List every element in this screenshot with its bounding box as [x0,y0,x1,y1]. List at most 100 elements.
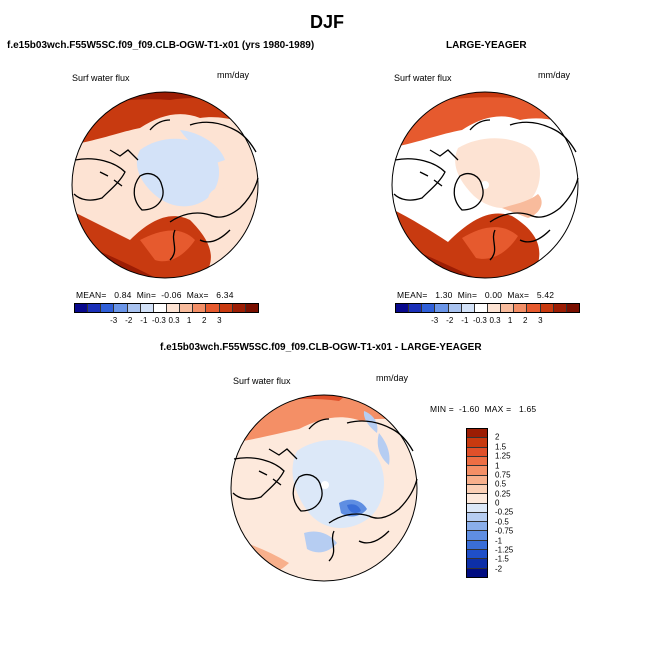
model-greenland-coast [133,172,164,211]
colorbar-swatch [474,304,488,312]
colorbar-tick-label: -0.75 [495,526,514,536]
colorbar-swatch [467,503,487,513]
colorbar-tick-label: -3 [110,316,118,325]
colorbar-tick-label: 2 [523,316,528,325]
obs-field-label: Surf water flux [394,73,452,83]
colorbar-swatch [540,304,554,312]
season-title: DJF [309,12,344,32]
colorbar-tick-label: 3 [538,316,543,325]
colorbar-swatch [467,438,487,448]
colorbar-swatch [467,475,487,485]
model-units-label: mm/day [217,70,250,80]
colorbar-tick-label: -0.5 [495,517,509,527]
obs-eurasia-coast [489,177,579,223]
colorbar-tick-label: -0.3 [152,316,166,325]
colorbar-swatch [448,304,462,312]
colorbar-tick-label: -3 [431,316,439,325]
colorbar-swatch [467,540,487,551]
colorbar-tick-label: 1 [495,461,500,470]
colorbar-tick-label: 1 [186,316,192,325]
colorbar-tick-label: 1 [507,316,513,325]
colorbar-swatch [553,304,567,312]
colorbar-tick-label: 0.25 [495,489,511,499]
colorbar-tick-label: 1.25 [495,451,511,461]
colorbar-swatch [527,304,541,312]
obs-arctic-ocean [455,138,540,209]
colorbar-swatch [467,568,487,577]
colorbar-tick-label: 0.3 [489,316,501,325]
colorbar-swatch [245,304,258,312]
colorbar-tick-label: -1 [140,316,148,325]
colorbar-tick-label: -1 [495,536,503,545]
colorbar-swatch [514,304,528,312]
colorbar-swatch [467,456,487,467]
colorbar-tick-label: -2 [125,316,133,325]
colorbar-tick-label: 2 [202,316,207,325]
obs-canada-coast [393,158,446,201]
diff-canada-coast [232,457,285,500]
obs-title: LARGE-YEAGER [446,40,527,51]
colorbar-swatch [409,304,423,312]
colorbar-swatch [467,447,487,457]
obs-map-border [391,91,579,279]
colorbar-swatch [467,429,487,439]
diff-title: f.e15b03wch.F55W5SC.f09_f09.CLB-OGW-T1-x… [160,342,482,353]
colorbar-swatch [193,304,207,312]
obs-units-label: mm/day [538,70,571,80]
obs-colorbar [395,303,580,313]
colorbar-tick-label: -0.25 [495,507,514,517]
diff-polar-map [230,394,418,582]
colorbar-swatch [153,304,167,312]
colorbar-tick-label: 0 [495,498,500,508]
colorbar-tick-label: -1.25 [495,545,514,555]
colorbar-swatch [501,304,515,312]
model-stats: MEAN= 0.84 Min= -0.06 Max= 6.34 [76,290,234,300]
model-field-label: Surf water flux [72,73,130,83]
model-polar-map [71,91,259,279]
colorbar-tick-label: 0.75 [495,470,511,480]
colorbar-swatch [140,304,154,312]
colorbar-swatch [180,304,194,312]
model-colorbar [74,303,259,313]
model-eurasia-coast [169,177,259,223]
colorbar-tick-label: -2 [495,564,503,574]
colorbar-swatch [467,522,487,532]
colorbar-swatch [396,304,410,312]
colorbar-tick-label: -1 [461,316,469,325]
diff-map-border [230,394,418,582]
colorbar-tick-label: 1.5 [495,442,507,452]
colorbar-swatch [487,304,502,312]
colorbar-swatch [127,304,141,312]
diff-stats: MIN = -1.60 MAX = 1.65 [430,404,537,414]
colorbar-tick-label: 0.3 [168,316,180,325]
diff-greenland-coast [292,473,323,512]
colorbar-swatch [461,304,475,312]
model-canada-coast [73,158,126,201]
colorbar-swatch [206,304,220,312]
colorbar-swatch [566,304,579,312]
obs-polar-map [391,91,579,279]
colorbar-swatch [467,484,487,495]
model-title: f.e15b03wch.F55W5SC.f09_f09.CLB-OGW-T1-x… [7,40,315,51]
colorbar-swatch [467,550,487,560]
colorbar-tick-label: -0.3 [473,316,487,325]
diff-eurasia-coast [328,478,418,524]
obs-colorbar-ticks: -3 -2 -1 -0.3 0.3 1 2 3 [395,316,580,328]
obs-greenland-coast [453,172,484,211]
colorbar-swatch [435,304,449,312]
colorbar-tick-label: 3 [217,316,222,325]
colorbar-swatch [467,512,487,523]
colorbar-swatch [467,494,487,504]
colorbar-swatch [232,304,246,312]
obs-stats: MEAN= 1.30 Min= 0.00 Max= 5.42 [397,290,555,300]
colorbar-swatch [467,531,487,541]
colorbar-swatch [75,304,89,312]
diff-colorbar [466,428,488,578]
colorbar-swatch [114,304,128,312]
colorbar-swatch [219,304,233,312]
colorbar-swatch [88,304,102,312]
model-map-border [71,91,259,279]
colorbar-tick-label: -1.5 [495,554,509,564]
colorbar-tick-label: 2 [495,432,500,442]
model-colorbar-ticks: -3 -2 -1 -0.3 0.3 1 2 3 [74,316,259,328]
